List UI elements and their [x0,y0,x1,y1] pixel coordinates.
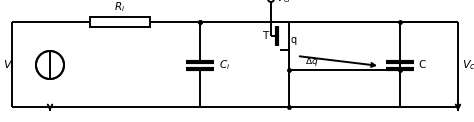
Text: T: T [262,31,268,41]
Text: $C_i$: $C_i$ [219,58,230,72]
Text: C: C [418,60,425,70]
Text: $V_G$: $V_G$ [276,0,291,5]
Text: $V_i$: $V_i$ [3,58,15,72]
Text: q: q [291,35,297,45]
Circle shape [36,51,64,78]
Text: $V_c$: $V_c$ [462,58,474,72]
Text: $\Delta q$: $\Delta q$ [305,56,319,68]
Text: $R_i$: $R_i$ [114,0,126,14]
Bar [90,17,150,27]
